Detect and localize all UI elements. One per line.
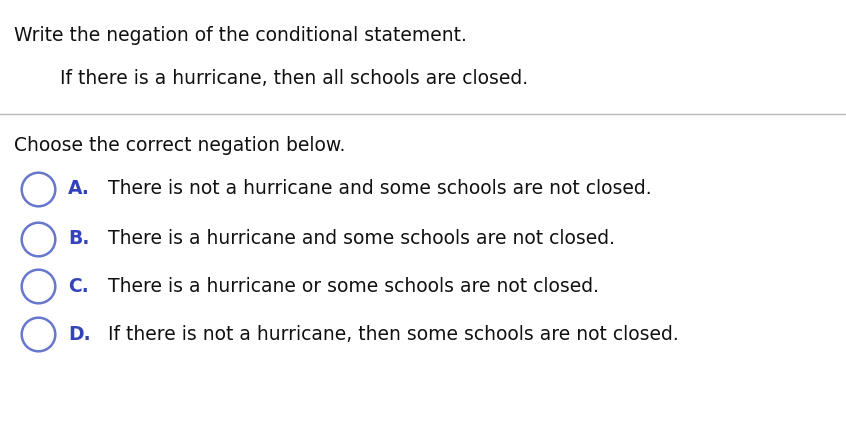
Text: Choose the correct negation below.: Choose the correct negation below. — [14, 136, 345, 155]
Text: Write the negation of the conditional statement.: Write the negation of the conditional st… — [14, 26, 467, 45]
Text: B.: B. — [68, 230, 90, 249]
Text: If there is not a hurricane, then some schools are not closed.: If there is not a hurricane, then some s… — [108, 325, 678, 344]
Point — [31, 282, 45, 289]
Text: C.: C. — [68, 277, 89, 296]
Point — [31, 186, 45, 193]
Text: There is a hurricane or some schools are not closed.: There is a hurricane or some schools are… — [108, 277, 599, 296]
Text: There is not a hurricane and some schools are not closed.: There is not a hurricane and some school… — [108, 179, 651, 198]
Text: D.: D. — [68, 325, 91, 344]
Text: There is a hurricane and some schools are not closed.: There is a hurricane and some schools ar… — [108, 230, 615, 249]
Text: If there is a hurricane, then all schools are closed.: If there is a hurricane, then all school… — [60, 69, 528, 88]
Point — [31, 330, 45, 337]
Text: A.: A. — [68, 179, 90, 198]
Point — [31, 235, 45, 242]
